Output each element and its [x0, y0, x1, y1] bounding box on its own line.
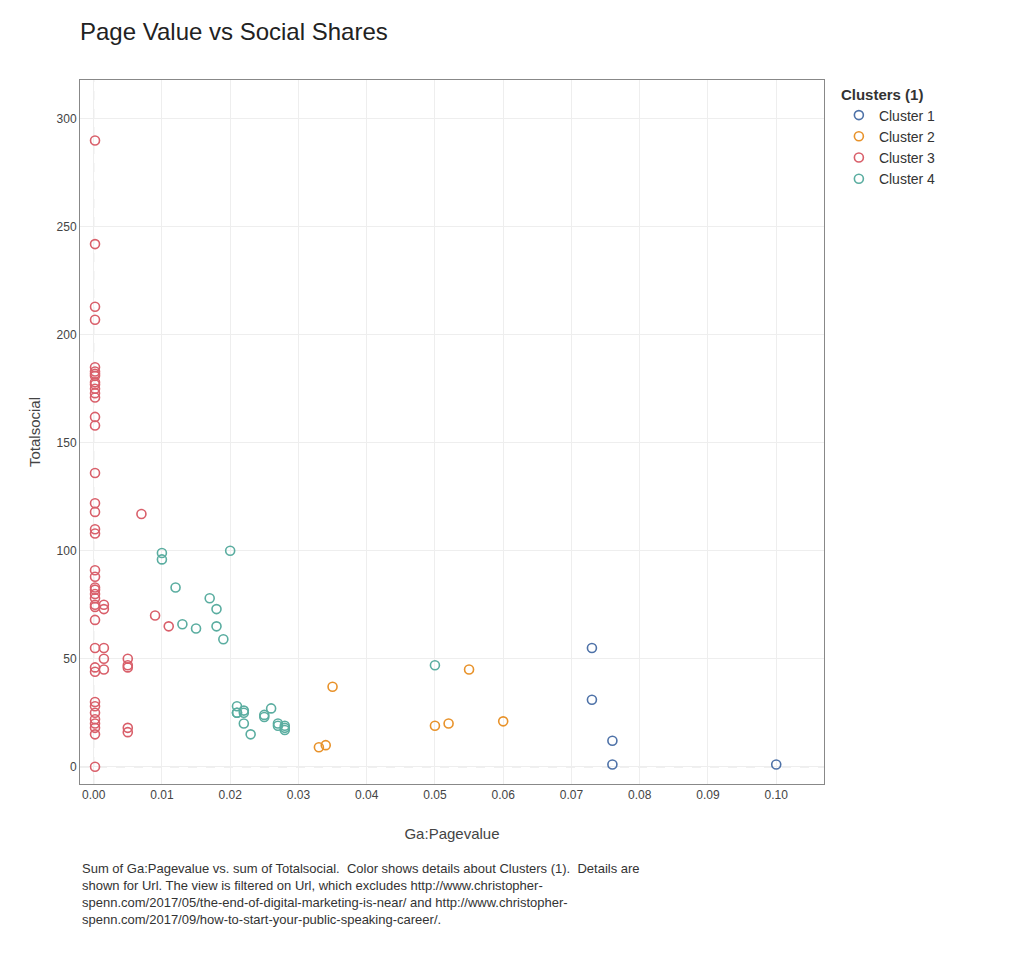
svg-text:100: 100 — [57, 544, 77, 558]
svg-text:Page Value vs Social Shares: Page Value vs Social Shares — [80, 18, 388, 45]
svg-text:Cluster 3: Cluster 3 — [879, 150, 935, 166]
svg-text:Sum of Ga:Pagevalue vs. sum of: Sum of Ga:Pagevalue vs. sum of Totalsoci… — [82, 861, 640, 927]
svg-text:0.05: 0.05 — [423, 788, 447, 802]
svg-text:0.06: 0.06 — [492, 788, 516, 802]
svg-text:0.01: 0.01 — [150, 788, 174, 802]
svg-text:0: 0 — [70, 760, 77, 774]
svg-text:50: 50 — [63, 652, 77, 666]
svg-text:200: 200 — [57, 328, 77, 342]
svg-text:0.09: 0.09 — [696, 788, 720, 802]
svg-text:0.08: 0.08 — [628, 788, 652, 802]
svg-text:Cluster 4: Cluster 4 — [879, 171, 935, 187]
svg-text:0.00: 0.00 — [82, 788, 106, 802]
svg-text:0.10: 0.10 — [765, 788, 789, 802]
svg-text:0.03: 0.03 — [287, 788, 311, 802]
svg-text:0.02: 0.02 — [218, 788, 242, 802]
svg-text:Cluster 1: Cluster 1 — [879, 108, 935, 124]
svg-text:0.04: 0.04 — [355, 788, 379, 802]
svg-text:Clusters (1): Clusters (1) — [841, 86, 924, 103]
svg-text:0.07: 0.07 — [560, 788, 584, 802]
svg-text:250: 250 — [57, 220, 77, 234]
svg-text:150: 150 — [57, 436, 77, 450]
svg-text:Cluster 2: Cluster 2 — [879, 129, 935, 145]
svg-text:300: 300 — [57, 112, 77, 126]
svg-text:Ga:Pagevalue: Ga:Pagevalue — [404, 825, 499, 842]
svg-text:Totalsocial: Totalsocial — [26, 397, 43, 467]
